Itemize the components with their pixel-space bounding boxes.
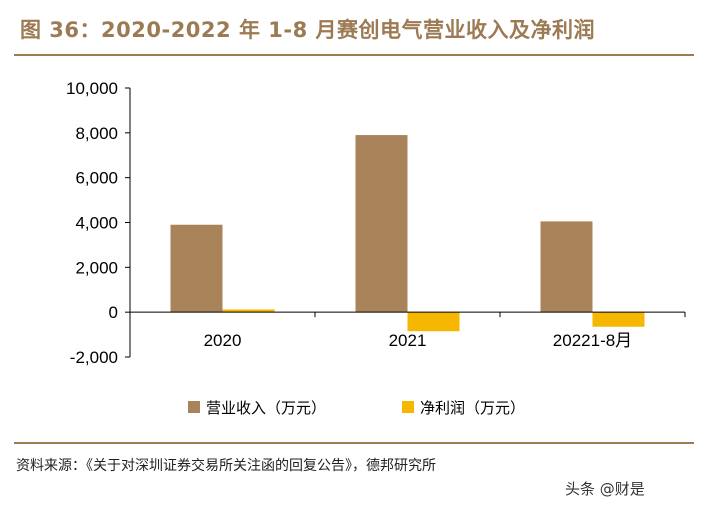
watermark: 头条 @财是 <box>565 480 645 498</box>
y-tick-label: -2,000 <box>70 348 118 367</box>
bar-revenue <box>540 221 593 313</box>
legend-swatch-net-profit <box>402 401 414 413</box>
x-tick-label: 2020 <box>204 331 242 350</box>
y-tick-label: 0 <box>109 303 118 322</box>
legend-label-revenue: 营业收入（万元） <box>206 399 326 417</box>
y-tick-label: 10,000 <box>66 79 118 98</box>
legend: 营业收入（万元） 净利润（万元） <box>188 399 525 417</box>
x-tick-label: 2021 <box>389 331 427 350</box>
source-note: 资料来源：《关于对深圳证券交易所关注函的回复公告》，德邦研究所 <box>16 458 436 474</box>
legend-swatch-revenue <box>188 401 200 413</box>
bar-revenue <box>170 224 223 313</box>
plot-area: -2,000 0 2,000 4,000 6,000 8,000 10,000 2020 202… <box>66 79 686 367</box>
legend-label-net-profit: 净利润（万元） <box>420 399 525 417</box>
source-divider <box>14 442 694 444</box>
x-tick-label: 20221-8月 <box>553 331 632 350</box>
y-tick-label: 2,000 <box>75 258 118 277</box>
bar-net-profit <box>222 309 275 313</box>
bar-revenue <box>355 135 408 313</box>
y-tick-label: 6,000 <box>75 169 118 188</box>
bar-net-profit <box>407 312 460 332</box>
title-divider <box>14 54 694 56</box>
chart-title: 图 36：2020-2022 年 1-8 月赛创电气营业收入及净利润 <box>20 18 596 42</box>
y-tick-label: 4,000 <box>75 214 118 233</box>
y-tick-label: 8,000 <box>75 124 118 143</box>
bar-net-profit <box>592 312 645 327</box>
